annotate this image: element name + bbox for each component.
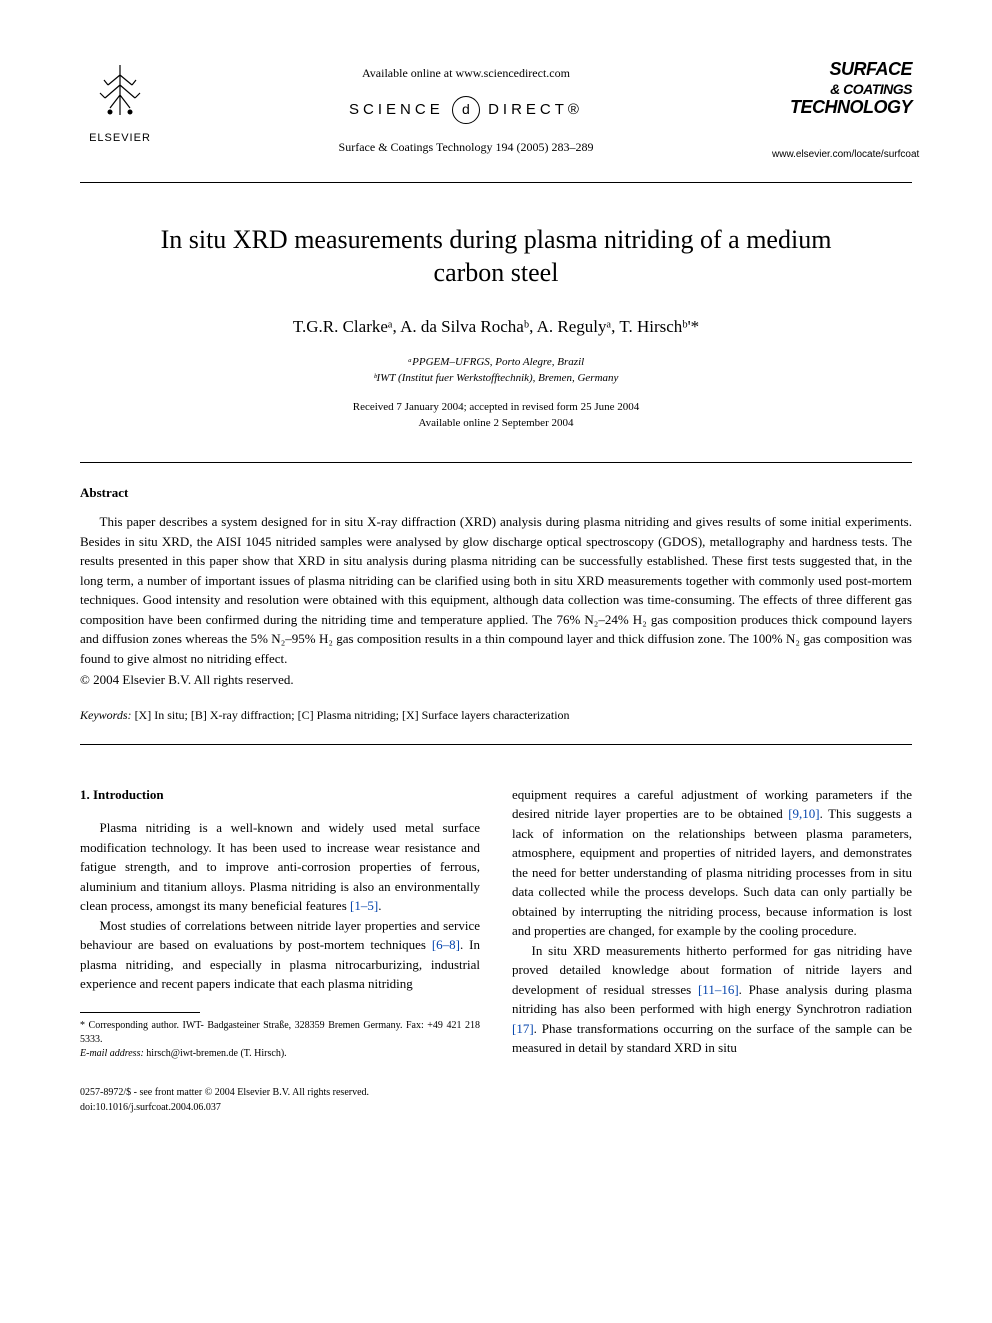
email-label: E-mail address: xyxy=(80,1048,144,1059)
sciencedirect-logo: SCIENCE d DIRECT® xyxy=(160,96,772,124)
journal-title-line2: & COATINGS xyxy=(772,79,912,98)
front-matter-text: 0257-8972/$ - see front matter © 2004 El… xyxy=(80,1085,369,1100)
abstract-bottom-rule xyxy=(80,744,912,745)
email-address: hirsch@iwt-bremen.de (T. Hirsch). xyxy=(144,1048,287,1059)
journal-title-line3: TECHNOLOGY xyxy=(772,98,912,117)
abstract-block: Abstract This paper describes a system d… xyxy=(80,483,912,724)
journal-title: SURFACE & COATINGS TECHNOLOGY xyxy=(772,60,912,117)
sd-at-icon: d xyxy=(452,96,480,124)
citation-17[interactable]: [17] xyxy=(512,1021,534,1036)
journal-title-line1: SURFACE xyxy=(772,60,912,79)
affiliation-b: ᵇIWT (Institut fuer Werkstofftechnik), B… xyxy=(80,370,912,387)
abstract-heading: Abstract xyxy=(80,483,912,503)
intro-para-1: Plasma nitriding is a well-known and wid… xyxy=(80,818,480,916)
elsevier-logo: ELSEVIER xyxy=(80,60,160,146)
keywords-line: Keywords: [X] In situ; [B] X-ray diffrac… xyxy=(80,706,912,724)
corr-label: * Corresponding author. xyxy=(80,1020,179,1031)
abstract-text: This paper describes a system designed f… xyxy=(80,512,912,668)
article-dates: Received 7 January 2004; accepted in rev… xyxy=(80,399,912,432)
keywords-label: Keywords: xyxy=(80,708,132,722)
article-title: In situ XRD measurements during plasma n… xyxy=(140,223,852,291)
intro-para-3: In situ XRD measurements hitherto perfor… xyxy=(512,941,912,1058)
authors-line: T.G.R. Clarkeᵃ, A. da Silva Rochaᵇ, A. R… xyxy=(80,314,912,340)
publisher-name: ELSEVIER xyxy=(80,130,160,147)
journal-url: www.elsevier.com/locate/surfcoat xyxy=(772,147,912,162)
header-center: Available online at www.sciencedirect.co… xyxy=(160,60,772,156)
citation-9-10[interactable]: [9,10] xyxy=(788,806,819,821)
section-1-heading: 1. Introduction xyxy=(80,785,480,805)
page-header: ELSEVIER Available online at www.science… xyxy=(80,60,912,162)
page-footer: 0257-8972/$ - see front matter © 2004 El… xyxy=(80,1085,912,1115)
journal-logo-block: SURFACE & COATINGS TECHNOLOGY www.elsevi… xyxy=(772,60,912,162)
sd-right: DIRECT® xyxy=(488,101,583,118)
online-date: Available online 2 September 2004 xyxy=(80,415,912,432)
affiliation-a: ᵃPPGEM–UFRGS, Porto Alegre, Brazil xyxy=(80,354,912,371)
intro-para-2: Most studies of correlations between nit… xyxy=(80,916,480,994)
available-online-text: Available online at www.sciencedirect.co… xyxy=(160,64,772,82)
corresponding-author-footnote: * Corresponding author. IWT- Badgasteine… xyxy=(80,1019,480,1047)
right-column: equipment requires a careful adjustment … xyxy=(512,785,912,1061)
footer-left: 0257-8972/$ - see front matter © 2004 El… xyxy=(80,1085,369,1115)
sd-left: SCIENCE xyxy=(349,101,444,118)
intro-para-2-cont: equipment requires a careful adjustment … xyxy=(512,785,912,941)
citation-11-16[interactable]: [11–16] xyxy=(698,982,739,997)
received-date: Received 7 January 2004; accepted in rev… xyxy=(80,399,912,416)
abstract-copyright: © 2004 Elsevier B.V. All rights reserved… xyxy=(80,670,912,690)
citation-6-8[interactable]: [6–8] xyxy=(432,937,460,952)
footnote-rule xyxy=(80,1012,200,1013)
citation-1-5[interactable]: [1–5] xyxy=(350,898,378,913)
email-footnote: E-mail address: hirsch@iwt-bremen.de (T.… xyxy=(80,1047,480,1061)
keywords-text: [X] In situ; [B] X-ray diffraction; [C] … xyxy=(135,708,570,722)
doi-text: doi:10.1016/j.surfcoat.2004.06.037 xyxy=(80,1100,369,1115)
left-column: 1. Introduction Plasma nitriding is a we… xyxy=(80,785,480,1061)
elsevier-tree-icon xyxy=(90,60,150,120)
body-columns: 1. Introduction Plasma nitriding is a we… xyxy=(80,785,912,1061)
affiliations: ᵃPPGEM–UFRGS, Porto Alegre, Brazil ᵇIWT … xyxy=(80,354,912,387)
header-rule xyxy=(80,182,912,183)
abstract-top-rule xyxy=(80,462,912,463)
journal-citation: Surface & Coatings Technology 194 (2005)… xyxy=(160,138,772,156)
abstract-body: This paper describes a system designed f… xyxy=(80,512,912,668)
